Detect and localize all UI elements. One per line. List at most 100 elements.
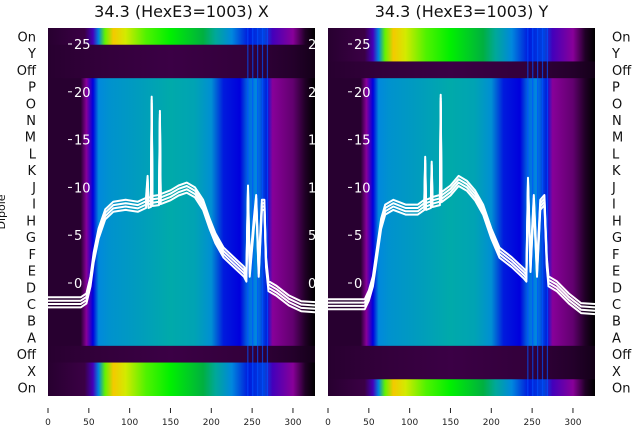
heatmap-row (328, 312, 595, 330)
overlay-line (328, 103, 595, 316)
row-label: O (26, 97, 36, 112)
overlay-line (328, 100, 595, 312)
row-label: Off (17, 348, 37, 363)
xtick-label: 250 (524, 418, 541, 428)
overlay-ytick-label-right: 25 (308, 38, 325, 53)
row-label: E (28, 265, 36, 280)
overlay-ytick-label: 10 (354, 181, 371, 196)
heatmap-streak (266, 28, 269, 396)
overlay-line (48, 95, 315, 304)
overlay-ytick-label: 15 (354, 134, 371, 149)
row-label: C (612, 298, 621, 313)
heatmap-row (48, 195, 315, 213)
heatmap-row (48, 262, 315, 280)
chart-title: 34.3 (HexE3=1003) X (94, 2, 269, 21)
xtick-label: 0 (45, 418, 51, 428)
row-label: P (612, 81, 620, 96)
overlay-ytick-label: 20 (74, 86, 91, 101)
row-label: X (27, 365, 36, 380)
row-label: Off (17, 64, 37, 79)
heatmap-row (48, 245, 315, 263)
xtick-label: 200 (203, 418, 220, 428)
row-label: D (26, 281, 36, 296)
row-label: J (611, 181, 616, 196)
heatmap-row (48, 379, 315, 396)
overlay-ytick-label-right: 15 (308, 134, 325, 149)
row-label: H (612, 214, 622, 229)
row-label: G (612, 231, 622, 246)
heatmap-row (48, 61, 315, 79)
xtick-label: 0 (325, 418, 331, 428)
overlay-ytick-label: 25 (74, 38, 91, 53)
row-label: P (28, 81, 36, 96)
heatmap-row (48, 228, 315, 246)
heatmap-row (328, 228, 595, 246)
row-label: N (612, 114, 622, 129)
row-label: M (25, 131, 36, 146)
heatmap-row (48, 111, 315, 129)
row-label: On (18, 30, 36, 45)
overlay-ytick-label: 0 (354, 277, 362, 292)
panel-x: 0 0 5 5 10 10 15 15 20 20 25 25 On Y Off PONMLKJIHGFEDC… (0, 2, 325, 428)
row-label: Y (27, 47, 36, 62)
row-label: D (612, 281, 622, 296)
overlay-ytick-label-right: 20 (308, 86, 325, 101)
row-label: B (612, 315, 621, 330)
heatmap-row (328, 245, 595, 263)
row-label: J (31, 181, 36, 196)
overlay-line (328, 93, 595, 305)
plot-area: 0 5 10 15 20 25 (328, 28, 595, 396)
heatmap-row (328, 111, 595, 129)
xtick-label: 100 (401, 418, 418, 428)
overlay-ytick-label: 10 (74, 181, 91, 196)
row-label: K (612, 164, 621, 179)
row-label: Off (612, 64, 632, 79)
row-label: Off (612, 348, 632, 363)
row-label: C (27, 298, 36, 313)
overlay-ytick-label-right: 0 (308, 277, 316, 292)
overlay-line (328, 97, 595, 309)
row-label: L (29, 147, 37, 162)
heatmap-row (48, 345, 315, 364)
row-label: I (612, 198, 616, 213)
row-label: L (612, 147, 620, 162)
y-axis-label: Dipole (0, 194, 8, 229)
heatmap-row (48, 161, 315, 180)
row-label: N (26, 114, 36, 129)
overlay-ytick-label-right: 10 (308, 181, 325, 196)
heatmap-row (328, 212, 595, 230)
plot-area: 0 0 5 5 10 10 15 15 20 20 25 25 (48, 28, 325, 396)
heatmap-row (328, 195, 595, 213)
heatmap-row (328, 262, 595, 280)
overlay-ytick-label: 0 (74, 277, 82, 292)
row-label: M (612, 131, 623, 146)
row-label: G (26, 231, 36, 246)
xtick-label: 300 (564, 418, 581, 428)
row-label: On (18, 382, 36, 397)
row-label: O (612, 97, 622, 112)
heatmap-streak (546, 28, 549, 396)
row-label: H (26, 214, 36, 229)
row-label: On (612, 30, 630, 45)
row-label: K (27, 164, 36, 179)
xtick-label: 200 (483, 418, 500, 428)
heatmap-row (328, 329, 595, 347)
overlay-ytick-label: 5 (74, 229, 82, 244)
overlay-ytick-label: 15 (74, 134, 91, 149)
row-label: Y (611, 47, 620, 62)
overlay-ytick-label: 20 (354, 86, 371, 101)
row-label: B (27, 315, 36, 330)
overlay-ytick-label: 5 (354, 229, 362, 244)
xtick-label: 100 (121, 418, 138, 428)
heatmap-row (48, 329, 315, 347)
xtick-label: 150 (162, 418, 179, 428)
xtick-label: 250 (244, 418, 261, 428)
heatmap-streak (252, 28, 254, 396)
heatmap-row (328, 345, 595, 364)
row-label: F (29, 248, 36, 263)
row-label: X (612, 365, 621, 380)
row-label: E (612, 265, 620, 280)
row-label: I (32, 198, 36, 213)
